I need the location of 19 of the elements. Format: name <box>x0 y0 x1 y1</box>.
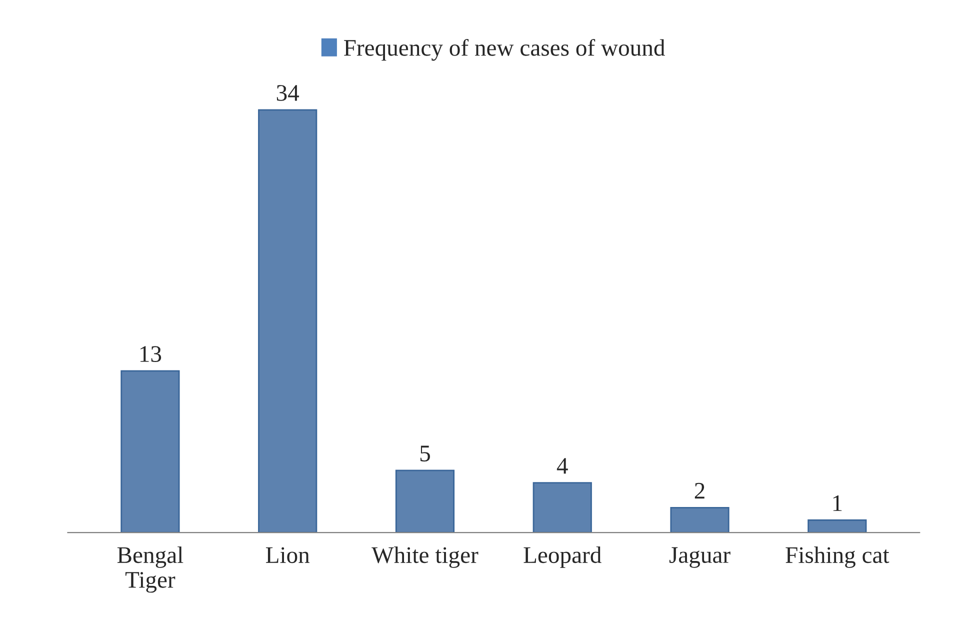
bar <box>670 507 730 533</box>
data-label: 5 <box>420 446 430 462</box>
legend-label: Frequency of new cases of wound <box>344 39 665 61</box>
data-label: 2 <box>694 482 704 498</box>
data-label: 34 <box>276 85 300 101</box>
bar <box>532 482 592 533</box>
bar <box>808 519 867 533</box>
x-tick-label: Lion <box>266 547 310 564</box>
data-label: 4 <box>556 458 568 474</box>
x-tick-label: White tiger <box>372 546 478 568</box>
bar <box>395 470 455 533</box>
x-tick-label: Jaguar <box>669 547 730 568</box>
x-tick-label: Bengal Tiger <box>117 546 184 593</box>
bar <box>258 109 318 533</box>
data-label: 13 <box>140 346 162 362</box>
data-label: 1 <box>833 495 842 511</box>
bar <box>120 370 180 533</box>
x-tick-label: Fishing cat <box>786 546 890 568</box>
x-tick-label: Leopard <box>524 546 602 568</box>
